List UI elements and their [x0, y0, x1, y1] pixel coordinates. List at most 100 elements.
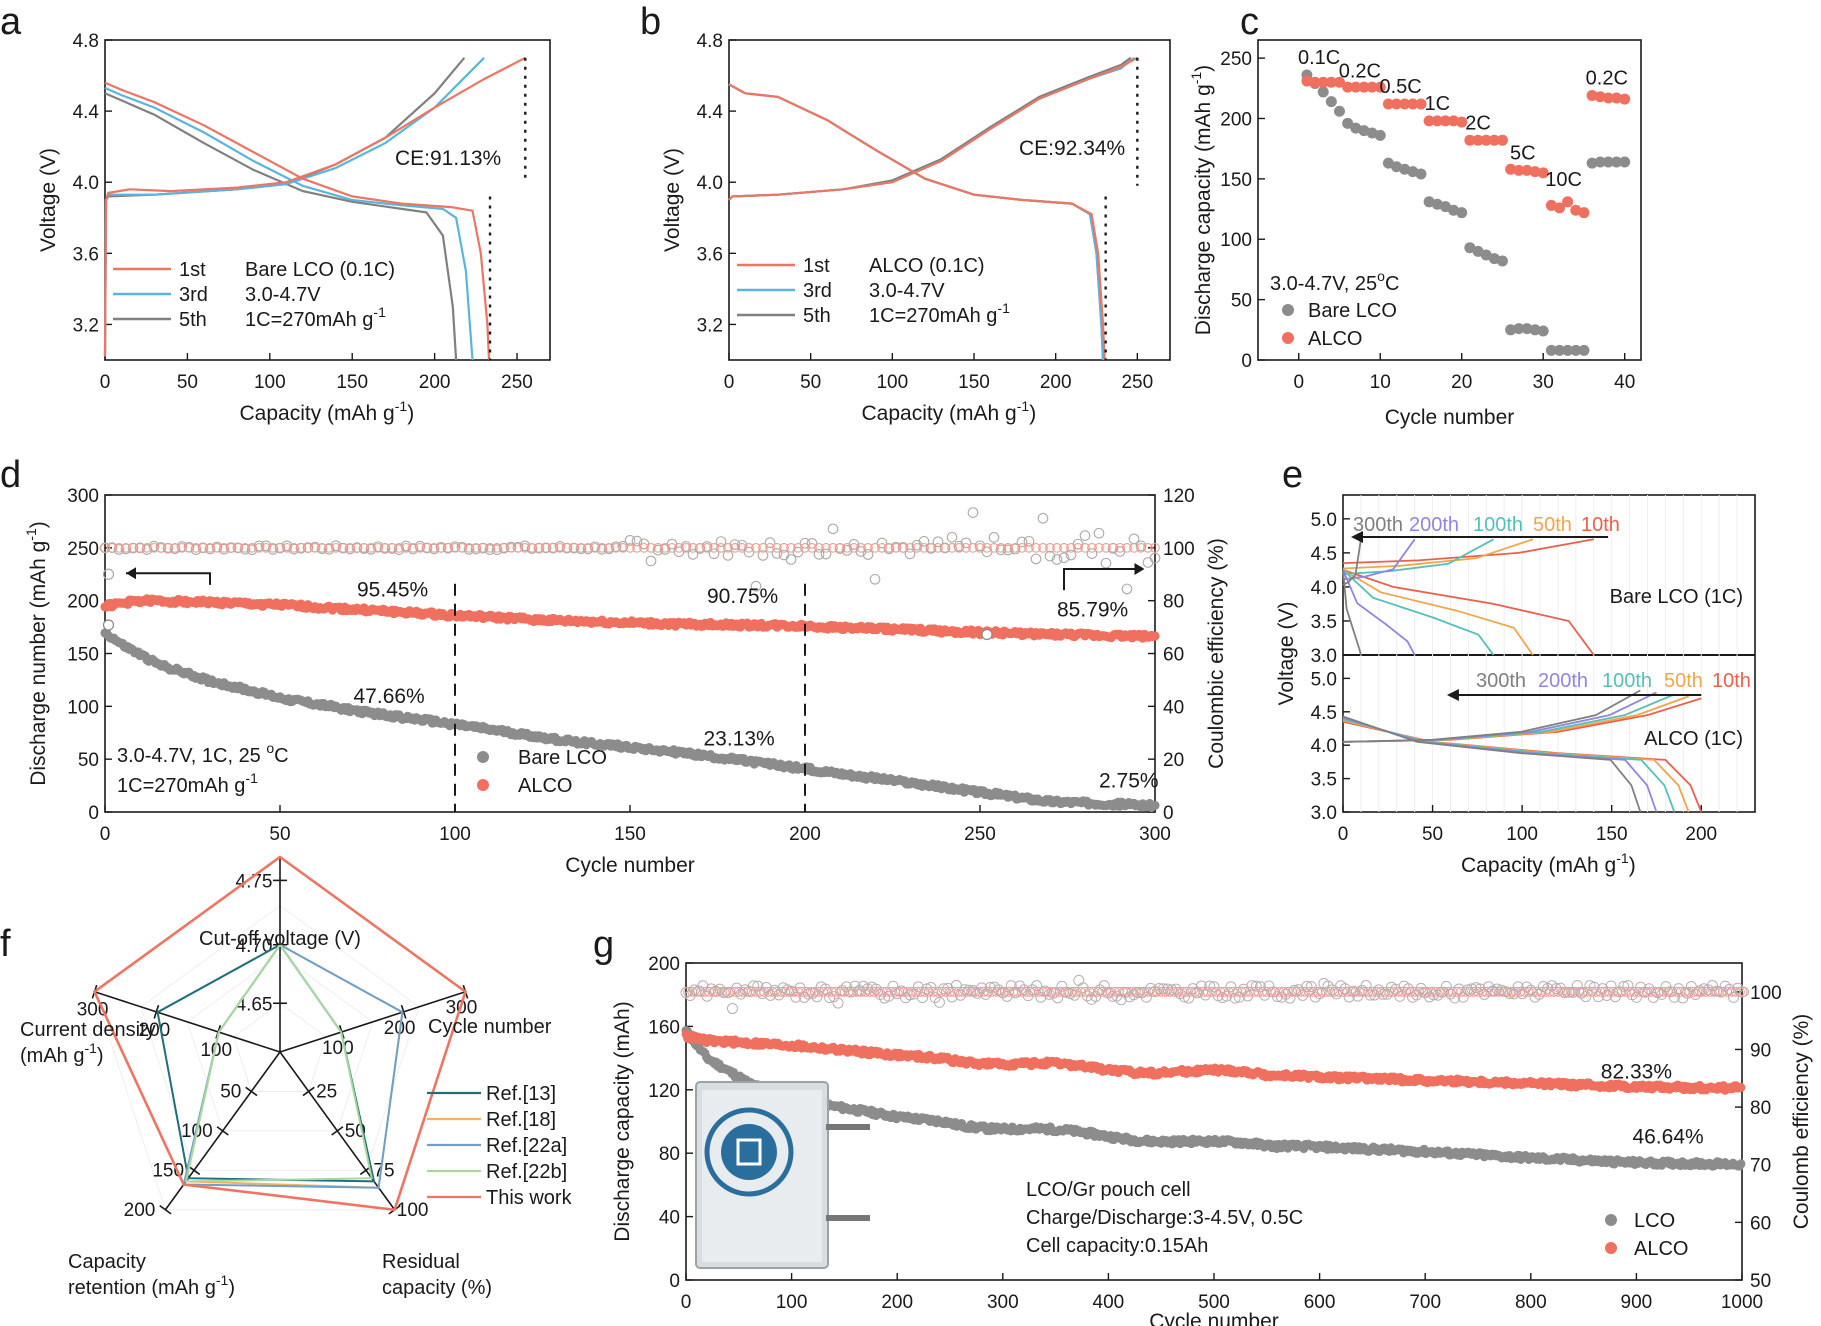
y-right-tick-label: 50 — [1750, 1271, 1771, 1292]
legend-label-3rd: 3rd — [179, 284, 208, 306]
panel-a: a 0 50 100 150 200 250 3.2 3.6 4.0 4.4 4.8 Capacity … — [0, 1, 551, 425]
ce-point — [1058, 552, 1070, 564]
radar-series-Ref.[22b] — [184, 943, 373, 1183]
ce-point — [491, 544, 503, 556]
ce-point-alco — [576, 542, 586, 553]
charge-curve-top — [1342, 538, 1416, 581]
data-point-ALCO — [1488, 134, 1500, 146]
legend-marker-Bare-LCO — [477, 751, 489, 763]
ce-point-alco — [457, 542, 467, 553]
ce-point — [1030, 553, 1042, 565]
ce-point-alco — [443, 542, 453, 553]
ce-point — [1436, 986, 1448, 998]
ce-point — [645, 555, 657, 567]
y-right-tick-label: 60 — [1163, 645, 1184, 666]
ce-point — [824, 992, 836, 1004]
ce-point-alco — [1052, 542, 1062, 553]
y-tick-label-top: 3.5 — [1311, 612, 1337, 633]
x-tick-label: 0 — [681, 1292, 692, 1313]
ce-point-alco — [338, 542, 348, 553]
y-tick-label: 80 — [659, 1144, 680, 1165]
data-point-ALCO — [1562, 196, 1574, 208]
ce-point — [680, 541, 692, 552]
ce-point-alco — [758, 542, 768, 553]
rate-label-0.5C: 0.5C — [1379, 76, 1421, 98]
ce-point — [1461, 984, 1473, 996]
ce-point-alco — [170, 542, 180, 553]
y-right-tick-label: 100 — [1750, 983, 1782, 1004]
ce-point — [1271, 991, 1283, 1003]
retention-label-lco: 46.64% — [1632, 1126, 1703, 1149]
legend-label-Bare-LCO: Bare LCO — [518, 747, 607, 769]
data-point-Bare-LCO — [1333, 105, 1345, 117]
ce-point — [1016, 536, 1028, 548]
legend-label-Ref.[22a]: Ref.[22a] — [486, 1135, 567, 1157]
ce-point — [414, 540, 426, 552]
capacity-point-LCO — [1736, 1159, 1746, 1169]
ce-point-alco — [1031, 542, 1041, 553]
radar-tick — [245, 1086, 258, 1097]
y-tick-label: 3.6 — [697, 244, 723, 265]
ce-point — [1162, 983, 1174, 995]
ce-point — [596, 544, 608, 555]
legend-marker-ALCO — [1282, 332, 1294, 344]
radar-tick-label: 50 — [220, 1081, 241, 1102]
ce-point-alco — [562, 542, 572, 553]
ce-point — [790, 991, 802, 1003]
ce-point-alco — [618, 542, 628, 553]
x-tick-label: 0 — [1338, 824, 1349, 845]
panel-d: d0 50 100 150 200 250 300050100150200250300020… — [0, 454, 1228, 877]
cycle-label-bottom-300th: 300th — [1476, 670, 1526, 692]
ce-point-alco — [1024, 542, 1034, 553]
ce-point — [463, 544, 475, 555]
ce-point — [988, 532, 1000, 543]
ce-annotation: CE:92.34% — [1019, 137, 1125, 160]
ce-point — [1100, 557, 1112, 569]
ce-point-alco — [422, 542, 432, 553]
y-tick-label: 4.4 — [697, 102, 724, 123]
y-tick-label: 4.8 — [73, 31, 99, 52]
data-point-Bare-LCO — [1521, 323, 1533, 335]
y-tick-label-top: 4.0 — [1311, 578, 1337, 599]
y-tick-label: 50 — [78, 750, 99, 771]
legend-label-ALCO: ALCO — [1634, 1238, 1688, 1260]
ce-point-alco — [716, 542, 726, 553]
ce-point — [811, 991, 823, 1003]
legend-label-ALCO: ALCO — [1308, 328, 1362, 350]
x-tick-label: 100 — [439, 824, 471, 845]
ce-point — [113, 544, 125, 555]
plot-frame — [685, 962, 1743, 1281]
radar-web — [186, 953, 374, 1132]
ce-point-alco — [191, 542, 201, 553]
y-tick-label: 200 — [648, 954, 680, 975]
ce-point-alco — [226, 542, 236, 553]
arrow-head — [1134, 562, 1145, 575]
panel-label: a — [0, 1, 22, 43]
ce-point — [484, 544, 496, 555]
legend-label-Bare-LCO: Bare LCO — [1308, 300, 1397, 322]
plot-frame — [1257, 39, 1642, 361]
data-point-ALCO — [1309, 76, 1321, 88]
ce-point — [1065, 549, 1077, 561]
ce-point-alco — [1059, 542, 1069, 553]
radar-tick-label: 4.70 — [236, 936, 273, 957]
ce-point — [1668, 991, 1680, 1003]
ce-point — [764, 537, 776, 548]
ce-point — [1322, 980, 1334, 992]
ce-point-alco — [296, 542, 306, 553]
rate-label-0.2C: 0.2C — [1339, 60, 1381, 82]
ce-point-alco — [961, 542, 971, 553]
ce-point — [1031, 980, 1043, 992]
data-point-ALCO — [1529, 166, 1541, 178]
x-tick-label: 800 — [1515, 1292, 1547, 1313]
ce-point-alco — [240, 542, 250, 553]
ce-point — [428, 543, 440, 555]
y-right-tick-label: 20 — [1163, 750, 1184, 771]
data-point-Bare-LCO — [1570, 344, 1582, 356]
left-axis-arrow — [126, 572, 211, 585]
ce-point — [617, 540, 629, 552]
panel-label: c — [1240, 1, 1259, 43]
rate-label-0.2C: 0.2C — [1586, 68, 1628, 90]
data-point-ALCO — [1342, 81, 1354, 93]
ce-point — [1483, 981, 1495, 993]
